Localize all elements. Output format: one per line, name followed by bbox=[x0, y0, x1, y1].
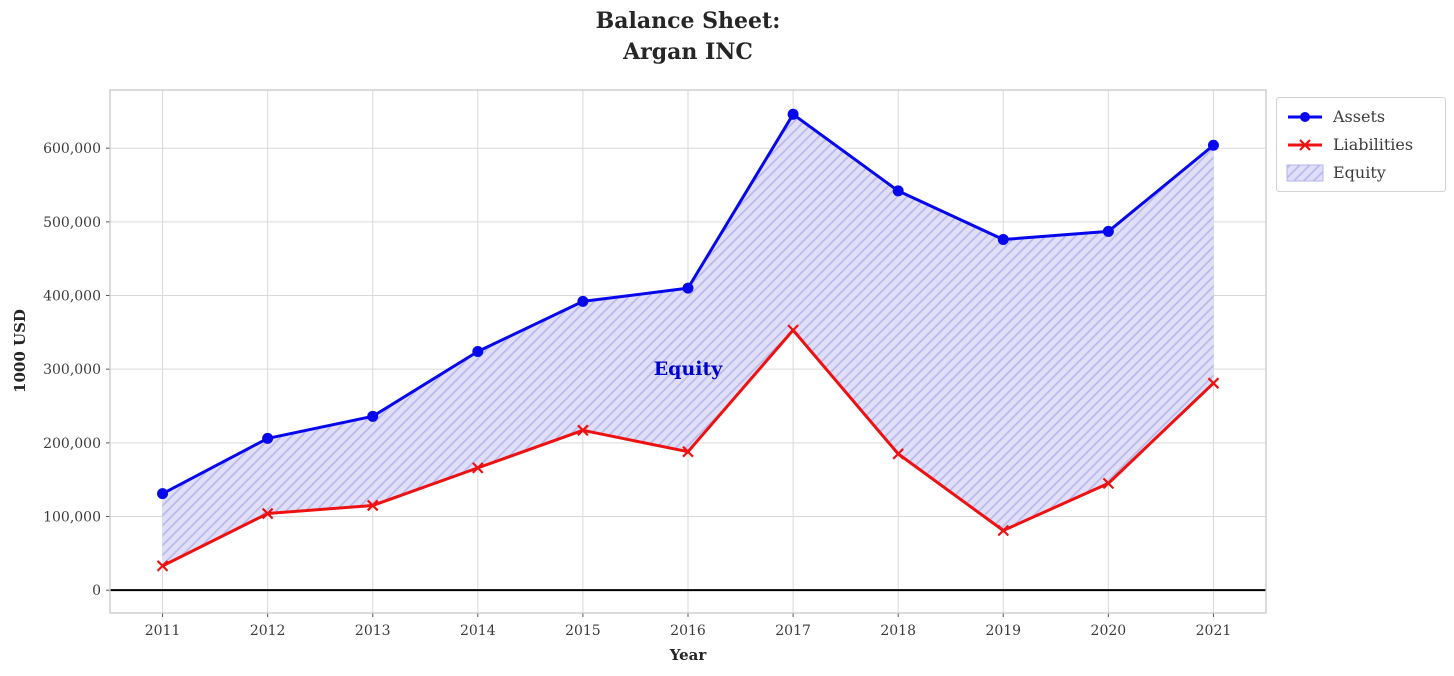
legend-item-assets: Assets bbox=[1286, 105, 1435, 128]
equity-patch-icon bbox=[1286, 164, 1324, 181]
legend-label-assets: Assets bbox=[1333, 107, 1386, 126]
liabilities-marker bbox=[1102, 477, 1115, 490]
assets-marker bbox=[367, 410, 379, 422]
assets-marker bbox=[472, 346, 484, 357]
y-tick-label: 100,000 bbox=[43, 510, 101, 526]
liabilities-marker bbox=[787, 324, 799, 336]
y-tick-label: 300,000 bbox=[43, 362, 101, 378]
liabilities-marker bbox=[156, 560, 169, 572]
plot-border bbox=[109, 89, 1267, 614]
assets-marker bbox=[682, 282, 694, 294]
liabilities-marker bbox=[366, 499, 379, 512]
assets-legend-marker bbox=[1300, 111, 1310, 122]
liabilities-marker bbox=[472, 462, 484, 474]
liabilities-line-icon bbox=[1288, 138, 1322, 151]
liabilities-marker bbox=[577, 424, 589, 437]
legend-label-equity: Equity bbox=[1333, 163, 1386, 182]
liabilities-marker bbox=[261, 507, 274, 520]
chart-title: Balance Sheet: Argan INC bbox=[595, 8, 781, 66]
assets-marker bbox=[157, 488, 169, 500]
assets-marker bbox=[1207, 139, 1219, 151]
x-tick-label: 2011 bbox=[145, 623, 181, 639]
x-tick-label: 2020 bbox=[1091, 623, 1127, 639]
assets-line-icon bbox=[1288, 111, 1322, 122]
x-tick-label: 2012 bbox=[250, 623, 286, 639]
y-tick-label: 600,000 bbox=[43, 141, 101, 157]
x-tick-label: 2016 bbox=[670, 623, 706, 639]
legend: Assets Liabilities Equity bbox=[1276, 97, 1446, 192]
equity-annotation: Equity bbox=[654, 358, 724, 380]
x-tick-label: 2019 bbox=[985, 623, 1021, 639]
y-tick-label: 500,000 bbox=[43, 215, 101, 231]
liabilities-legend-marker bbox=[1299, 138, 1311, 151]
y-tick-label: 400,000 bbox=[43, 289, 101, 305]
x-tick-label: 2013 bbox=[355, 623, 391, 639]
assets-marker bbox=[577, 295, 589, 307]
legend-item-liabilities: Liabilities bbox=[1286, 133, 1435, 156]
x-tick-label: 2014 bbox=[460, 623, 496, 639]
x-tick-label: 2017 bbox=[775, 623, 811, 639]
y-tick-label: 0 bbox=[92, 583, 101, 599]
liabilities-marker bbox=[997, 524, 1010, 537]
assets-marker bbox=[997, 234, 1009, 246]
assets-marker bbox=[787, 108, 799, 120]
x-axis-label: Year bbox=[669, 646, 707, 664]
legend-item-equity: Equity bbox=[1286, 161, 1435, 184]
liabilities-marker bbox=[1207, 377, 1220, 389]
liabilities-marker bbox=[892, 448, 904, 460]
x-tick-label: 2015 bbox=[565, 623, 601, 639]
equity-area bbox=[162, 114, 1214, 566]
legend-label-liabilities: Liabilities bbox=[1333, 135, 1414, 154]
assets-marker bbox=[262, 432, 274, 444]
equity-legend-swatch bbox=[1286, 164, 1324, 181]
assets-marker bbox=[892, 185, 904, 197]
assets-marker bbox=[1102, 225, 1114, 237]
x-tick-label: 2021 bbox=[1196, 623, 1232, 639]
x-tick-label: 2018 bbox=[880, 623, 916, 639]
y-tick-label: 200,000 bbox=[43, 436, 101, 452]
liabilities-marker bbox=[682, 445, 694, 458]
